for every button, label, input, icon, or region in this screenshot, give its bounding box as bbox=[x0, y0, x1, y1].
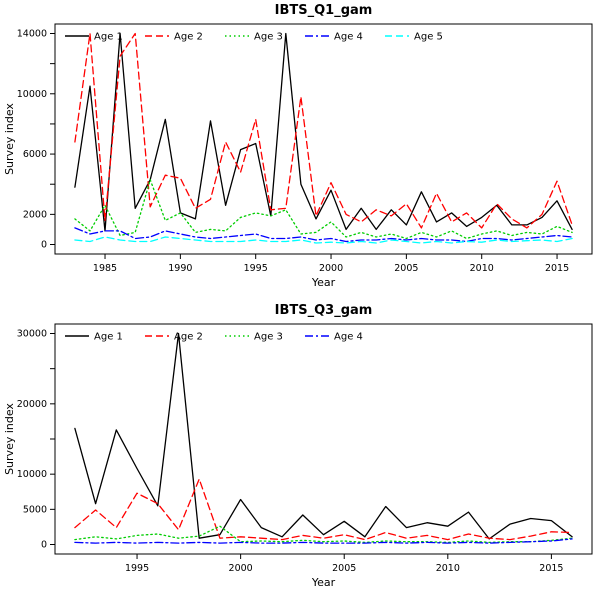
legend-label: Age 2 bbox=[174, 332, 203, 343]
legend-label: Age 2 bbox=[174, 32, 203, 43]
legend-item-age-3: Age 3 bbox=[225, 332, 283, 343]
series-line-age-4 bbox=[74, 227, 573, 243]
ibts-q1-chart-svg: IBTS_Q1_gam 0 2000 6000 10000 14000 1985 1990 19… bbox=[3, 3, 593, 289]
legend-item-age-2: Age 2 bbox=[145, 32, 203, 43]
x-tick-label: 2005 bbox=[394, 263, 418, 274]
legend-label: Age 4 bbox=[334, 32, 363, 43]
y-tick-label: 20000 bbox=[17, 399, 47, 410]
x-tick-label: 1990 bbox=[168, 263, 192, 274]
ibts-q3-chart: IBTS_Q3_gam 0 5000 10000 20000 30000 1995 2000 2… bbox=[0, 300, 600, 600]
legend-label: Age 3 bbox=[254, 332, 283, 343]
x-tick-label: 2010 bbox=[436, 563, 460, 574]
x-tick-label: 1985 bbox=[93, 263, 117, 274]
legend-item-age-1: Age 1 bbox=[65, 332, 123, 343]
legend-item-age-5: Age 5 bbox=[385, 32, 443, 43]
series-line-age-2 bbox=[74, 32, 573, 229]
y-tick-label: 5000 bbox=[23, 504, 47, 515]
y-tick-label: 2000 bbox=[23, 209, 47, 220]
legend-label: Age 1 bbox=[94, 332, 123, 343]
ibts-q3-chart-svg: IBTS_Q3_gam 0 5000 10000 20000 30000 1995 2000 2… bbox=[3, 303, 593, 589]
legend-item-age-4: Age 4 bbox=[305, 332, 363, 343]
legend-item-age-2: Age 2 bbox=[145, 332, 203, 343]
y-tick-label: 30000 bbox=[17, 328, 47, 339]
legend-label: Age 3 bbox=[254, 32, 283, 43]
series-line-age-3 bbox=[74, 525, 573, 544]
y-tick-label: 10000 bbox=[17, 469, 47, 480]
x-tick-label: 1995 bbox=[125, 563, 149, 574]
x-tick-label: 2015 bbox=[545, 263, 569, 274]
series-line-age-4 bbox=[74, 538, 573, 544]
x-tick-label: 2015 bbox=[539, 563, 563, 574]
legend-item-age-4: Age 4 bbox=[305, 32, 363, 43]
legend-label: Age 4 bbox=[334, 332, 363, 343]
x-axis-label: Year bbox=[311, 576, 336, 589]
ibts-q1-chart: IBTS_Q1_gam 0 2000 6000 10000 14000 1985 1990 19… bbox=[3, 3, 593, 289]
y-tick-label: 10000 bbox=[17, 89, 47, 100]
legend-item-age-3: Age 3 bbox=[225, 32, 283, 43]
series-line-age-1 bbox=[74, 32, 573, 232]
series-line-age-5 bbox=[74, 236, 573, 244]
series-line-age-2 bbox=[74, 478, 573, 541]
y-tick-label: 14000 bbox=[17, 28, 47, 39]
x-tick-label: 1995 bbox=[244, 263, 268, 274]
y-tick-label: 6000 bbox=[23, 149, 47, 160]
x-tick-label: 2000 bbox=[229, 563, 253, 574]
series-line-age-1 bbox=[74, 332, 573, 540]
y-axis-label: Survey index bbox=[3, 403, 16, 475]
x-tick-label: 2005 bbox=[332, 563, 356, 574]
x-tick-label: 2000 bbox=[319, 263, 343, 274]
legend-item-age-1: Age 1 bbox=[65, 32, 123, 43]
y-axis-label: Survey index bbox=[3, 103, 16, 175]
series-line-age-3 bbox=[74, 179, 573, 240]
plot-box bbox=[54, 23, 593, 255]
y-tick-label: 0 bbox=[41, 540, 47, 551]
legend-label: Age 5 bbox=[414, 32, 443, 43]
plot-box bbox=[54, 323, 593, 555]
legend-label: Age 1 bbox=[94, 32, 123, 43]
chart-title: IBTS_Q3_gam bbox=[275, 303, 373, 318]
chart-title: IBTS_Q1_gam bbox=[275, 3, 373, 18]
x-tick-label: 2010 bbox=[470, 263, 494, 274]
x-axis-label: Year bbox=[311, 276, 336, 289]
y-tick-label: 0 bbox=[41, 240, 47, 251]
